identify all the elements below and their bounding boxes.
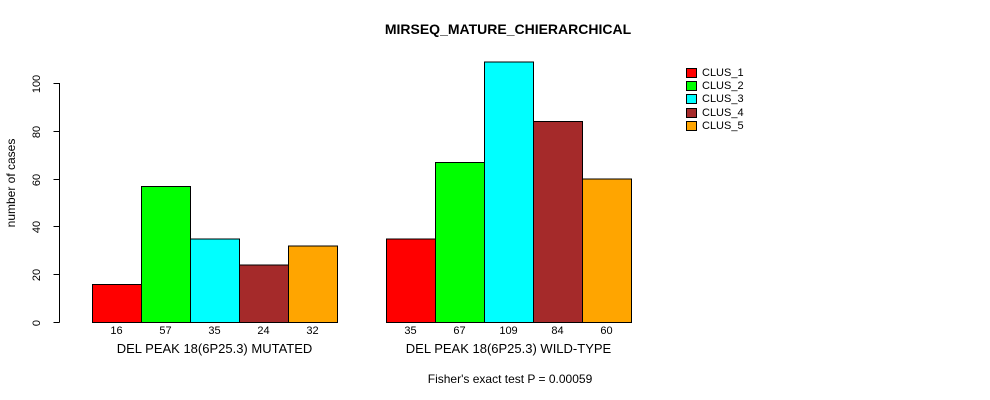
bar-clus_4-group1 <box>239 264 289 324</box>
bar-value-label: 16 <box>110 324 123 337</box>
bar-clus_3-group2 <box>484 61 534 324</box>
bar-value-label: 35 <box>404 324 417 337</box>
bar-value-label: 60 <box>600 324 613 337</box>
y-tick-label-100: 100 <box>31 74 43 93</box>
legend-label: CLUS_4 <box>702 106 744 119</box>
y-tick-label-60: 60 <box>31 173 43 186</box>
legend-item-clus_4: CLUS_4 <box>686 106 744 119</box>
legend-item-clus_3: CLUS_3 <box>686 93 744 106</box>
group-label-1: DEL PEAK 18(6P25.3) MUTATED <box>116 341 313 356</box>
bar-value-label: 35 <box>208 324 221 337</box>
bar-value-label: 109 <box>499 324 518 337</box>
y-tick-label-40: 40 <box>31 220 43 233</box>
legend-item-clus_2: CLUS_2 <box>686 79 744 92</box>
bar-clus_5-group1 <box>288 245 338 324</box>
y-tick-label-0: 0 <box>31 319 43 326</box>
bar-clus_3-group1 <box>190 238 240 324</box>
legend-label: CLUS_1 <box>702 66 744 79</box>
bar-value-label: 32 <box>306 324 319 337</box>
group-label-2: DEL PEAK 18(6P25.3) WILD-TYPE <box>405 341 612 356</box>
legend-swatch-clus_1 <box>686 67 697 78</box>
bar-clus_5-group2 <box>582 178 632 323</box>
bar-clus_2-group2 <box>435 161 485 323</box>
bar-clus_1-group2 <box>386 238 436 324</box>
legend-swatch-clus_5 <box>686 121 697 132</box>
legend-label: CLUS_3 <box>702 93 744 106</box>
bar-clus_2-group1 <box>141 185 191 323</box>
bar-clus_1-group1 <box>92 283 142 324</box>
legend-swatch-clus_3 <box>686 94 697 105</box>
bar-clus_4-group2 <box>533 121 583 323</box>
legend-swatch-clus_4 <box>686 107 697 118</box>
bar-value-label: 67 <box>453 324 466 337</box>
chart-title: MIRSEQ_MATURE_CHIERARCHICAL <box>384 21 632 37</box>
legend-swatch-clus_2 <box>686 81 697 92</box>
legend-label: CLUS_5 <box>702 120 744 133</box>
legend: CLUS_1 CLUS_2 CLUS_3 CLUS_4 CLUS_5 <box>686 66 744 133</box>
y-tick-label-20: 20 <box>31 268 43 281</box>
legend-item-clus_1: CLUS_1 <box>686 66 744 79</box>
legend-item-clus_5: CLUS_5 <box>686 120 744 133</box>
fisher-test-annotation: Fisher's exact test P = 0.00059 <box>427 372 593 386</box>
bar-value-label: 57 <box>159 324 172 337</box>
bar-value-label: 84 <box>551 324 564 337</box>
legend-label: CLUS_2 <box>702 80 744 93</box>
bar-value-label: 24 <box>257 324 270 337</box>
y-tick-label-80: 80 <box>31 125 43 138</box>
y-axis-title: number of cases <box>4 138 18 228</box>
